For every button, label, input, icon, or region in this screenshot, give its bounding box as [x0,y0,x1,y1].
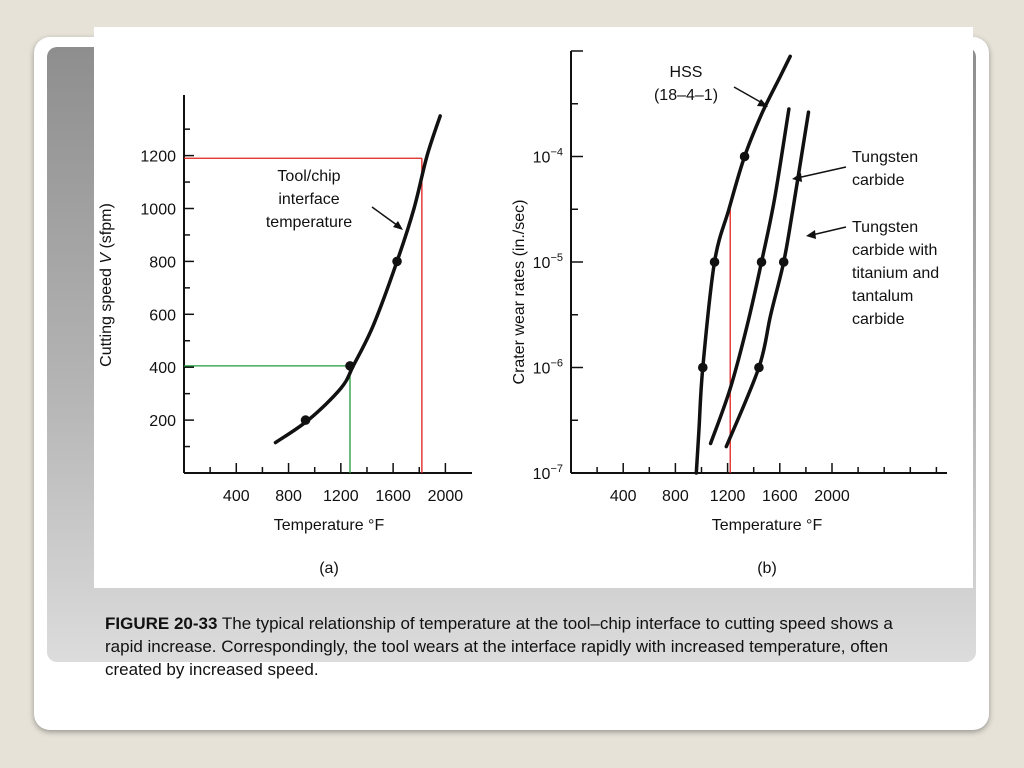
chart-a-x-tick-label: 800 [275,488,302,505]
chart-a-y-ticks: 200 400 600 800 1000 1200 [140,128,194,448]
chart-b-y-label: Crater wear rates (in./sec) [511,200,528,385]
chart-a-x-tick-label: 400 [223,488,250,505]
chart-b-annotation-wc-line2: carbide [852,172,905,189]
chart-a: 400 800 1200 1600 2000 20040060080010001200 … [98,95,472,577]
chart-a-annotation-line3: temperature [266,214,352,231]
chart-b-data-point [756,257,767,267]
chart-b: 400 800 1200 1600 2000 10−710−610−510−4 HSS … [511,50,947,577]
chart-a-annotation-line1: Tool/chip [277,168,340,185]
chart-a-y-tick-label: 1200 [140,149,176,166]
chart-b-x-tick-label: 1200 [710,488,746,505]
chart-a-annotation-arrowhead [393,221,403,230]
chart-b-annotation-hss-arrowhead [757,99,768,107]
chart-a-x-tick-label: 1600 [375,488,411,505]
chart-b-data-point [739,151,750,162]
figure-caption-label: FIGURE 20-33 [105,614,218,633]
chart-a-data-point [392,256,402,267]
chart-b-annotation-wc-line1: Tungsten [852,149,918,166]
chart-a-data-point [345,361,355,371]
chart-b-x-ticks: 400 800 1200 1600 2000 [596,463,938,505]
chart-a-y-tick-label: 1000 [140,202,176,219]
chart-b-y-tick-label: 10−7 [533,463,563,483]
chart-a-y-tick-label: 600 [149,307,176,324]
chart-b-data-point [698,362,708,373]
chart-b-x-tick-label: 2000 [814,488,850,505]
chart-b-annotation-wcti-arrow [811,226,847,236]
chart-b-annotation-wcti-arrowhead [806,230,816,239]
chart-b-x-tick-label: 800 [662,488,689,505]
chart-b-y-tick-label: 10−5 [533,252,563,272]
chart-a-guides [184,157,423,473]
figure-caption: FIGURE 20-33 The typical relationship of… [105,612,935,681]
chart-a-markers [300,256,402,425]
chart-b-annotation-wcti-line4: tantalum [852,288,913,305]
chart-a-annotation-line2: interface [278,191,339,208]
chart-b-x-tick-label: 400 [610,488,637,505]
figure-caption-text: The typical relationship of temperature … [105,614,893,679]
chart-b-data-point [754,362,764,373]
chart-b-annotation-hss-line1: HSS [670,64,703,81]
chart-b-markers [698,151,789,373]
figure-svg: 400 800 1200 1600 2000 20040060080010001200 … [98,50,947,577]
chart-a-panel-label: (a) [319,560,339,577]
chart-b-annotation-wcti-line1: Tungsten [852,219,918,236]
chart-b-series-hss-line [694,54,792,475]
chart-b-annotation-wcti-line3: titanium and [852,265,939,282]
chart-a-y-tick-label: 800 [149,254,176,271]
chart-b-series-tungsten-carbide-ti-ta-line [724,110,811,449]
chart-a-y-tick-label: 200 [149,413,176,430]
chart-b-annotation-hss-line2: (18–4–1) [654,87,718,104]
chart-b-series-tungsten-carbide-line [708,107,791,446]
chart-a-series-line [273,114,442,445]
chart-b-annotation-hss-arrow [733,86,765,105]
chart-a-x-ticks: 400 800 1200 1600 2000 [209,463,464,505]
chart-b-data-point [709,257,720,267]
chart-b-annotation-wc-arrow [796,166,847,179]
chart-a-data-point [300,415,311,425]
chart-b-annotation-wcti-line2: carbide with [852,242,937,259]
chart-a-x-label: Temperature °F [274,517,385,534]
chart-b-x-tick-label: 1600 [762,488,798,505]
chart-b-annotation-wc-arrowhead [792,173,802,182]
chart-b-y-tick-label: 10−4 [533,147,563,167]
chart-b-y-ticks: 10−7 10−6 10−5 10−4 [533,50,583,483]
figure-image: 400 800 1200 1600 2000 200 400 600 800 1000 1200 … [94,27,973,588]
chart-a-y-tick-label: 400 [149,360,176,377]
chart-b-annotation-wcti-line5: carbide [852,311,905,328]
chart-a-y-label: Cutting speed V (sfpm) [98,203,115,367]
chart-a-x-tick-label: 2000 [428,488,464,505]
chart-b-data-point [778,257,789,267]
chart-b-panel-label: (b) [757,560,777,577]
chart-b-x-label: Temperature °F [712,517,823,534]
chart-b-y-tick-label: 10−6 [533,358,563,378]
chart-a-x-tick-label: 1200 [323,488,359,505]
